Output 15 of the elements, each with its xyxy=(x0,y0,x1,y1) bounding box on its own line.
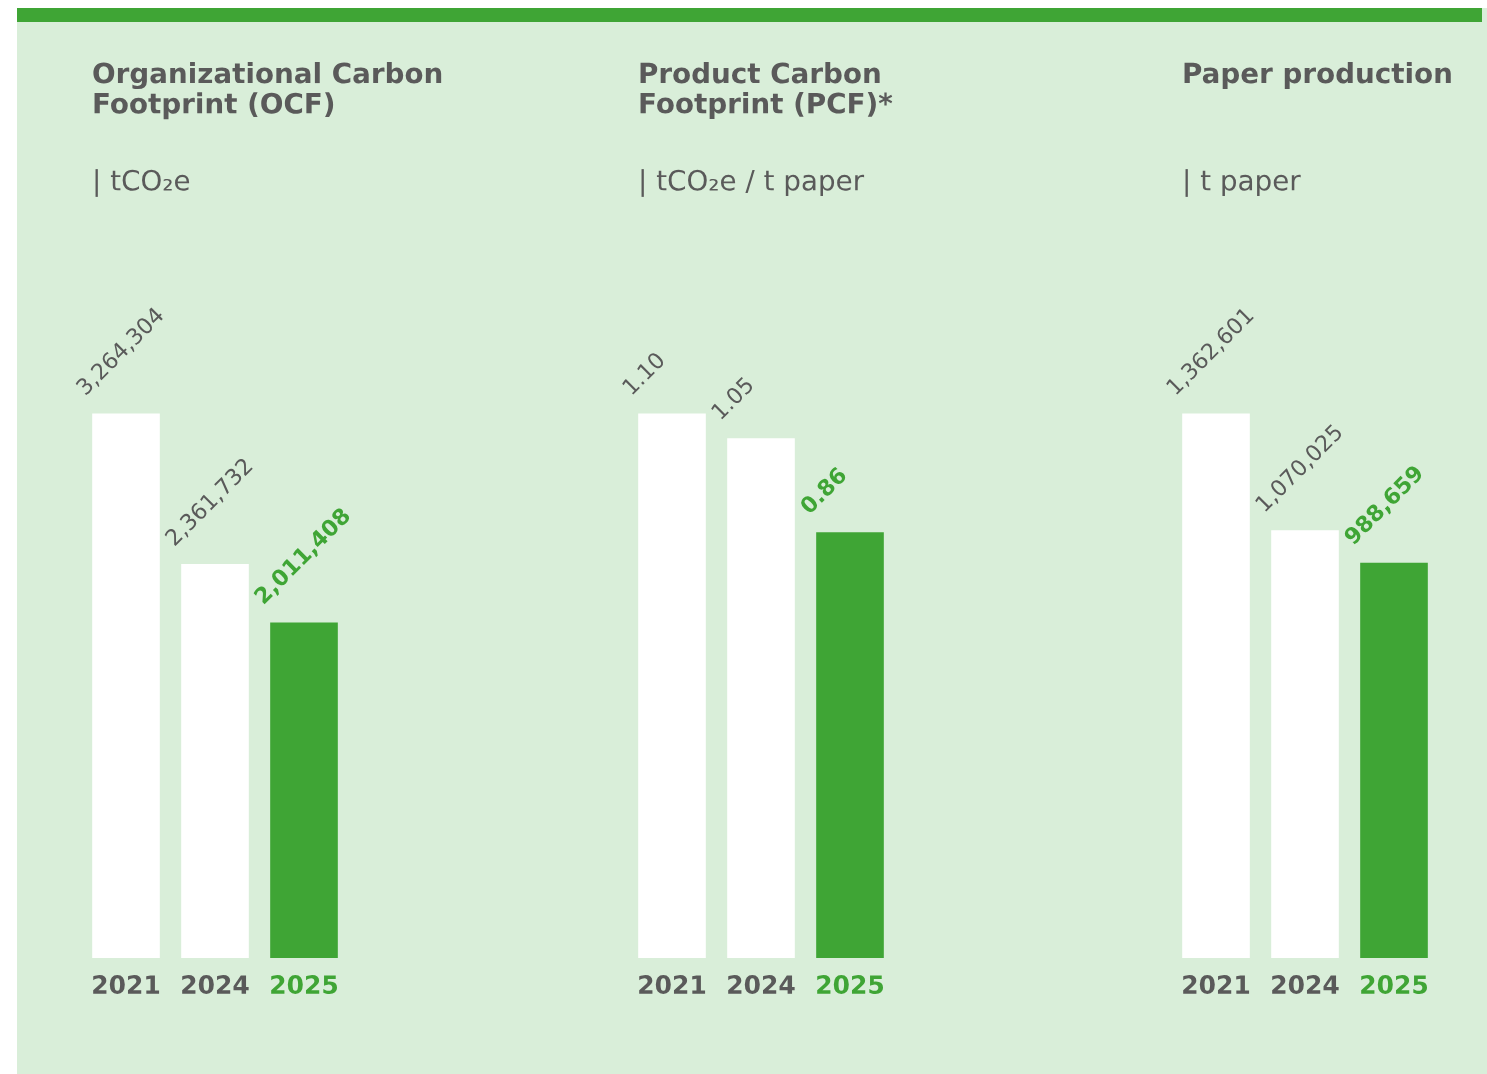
x-tick-label: 2021 xyxy=(1183,975,1250,995)
chart-title: Product Carbon Footprint (PCF)* xyxy=(640,62,893,119)
x-tick-label: 2025 xyxy=(271,975,338,995)
x-tick-label: 2024 xyxy=(1272,975,1339,995)
chart-subtitle: | t paper xyxy=(1185,169,1301,197)
chart-subtitle: | tCO₂e / t paper xyxy=(641,169,865,197)
x-tick-label: 2024 xyxy=(728,975,795,995)
x-tick-label: 2021 xyxy=(93,975,160,995)
chart-title: Organizational Carbon Footprint (OCF) xyxy=(93,62,442,120)
chart-subtitle: | tCO₂e xyxy=(95,169,190,197)
chart-title: Paper production xyxy=(1184,62,1451,89)
x-tick-label: 2021 xyxy=(639,975,706,995)
x-tick-label: 2025 xyxy=(817,975,884,995)
x-tick-label: 2025 xyxy=(1361,975,1428,995)
x-tick-label: 2024 xyxy=(182,975,249,995)
